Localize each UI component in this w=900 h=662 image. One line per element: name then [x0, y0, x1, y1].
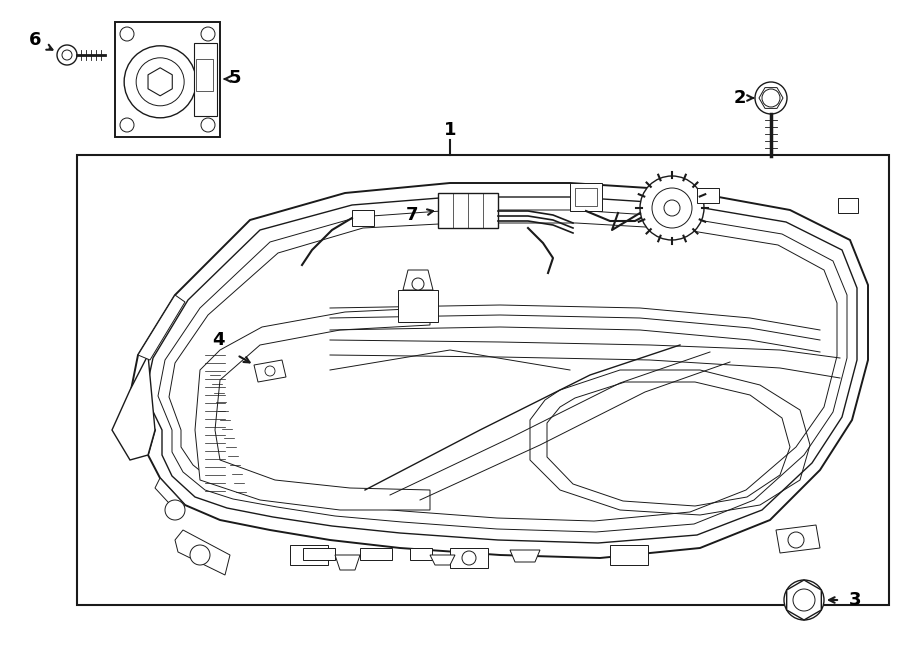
Text: 1: 1	[444, 121, 456, 139]
Circle shape	[462, 551, 476, 565]
Bar	[290, 545, 328, 565]
Polygon shape	[759, 87, 783, 109]
Bar	[303, 548, 335, 560]
Bar	[194, 43, 217, 117]
Text: 2: 2	[734, 89, 746, 107]
Polygon shape	[254, 360, 286, 382]
Circle shape	[762, 89, 780, 107]
Circle shape	[62, 50, 72, 60]
Bar	[398, 290, 438, 322]
Bar	[352, 210, 374, 226]
Circle shape	[165, 500, 185, 520]
Circle shape	[124, 46, 196, 118]
Circle shape	[793, 589, 815, 611]
FancyBboxPatch shape	[115, 22, 220, 137]
Polygon shape	[175, 530, 230, 575]
Polygon shape	[130, 183, 868, 558]
Polygon shape	[138, 295, 185, 360]
Polygon shape	[787, 580, 822, 620]
Bar	[838, 198, 858, 213]
Circle shape	[640, 176, 704, 240]
Circle shape	[201, 27, 215, 41]
Polygon shape	[430, 555, 455, 565]
Bar	[570, 183, 602, 211]
Circle shape	[136, 58, 184, 106]
Polygon shape	[148, 68, 172, 96]
Bar	[410, 548, 432, 560]
Text: 3: 3	[849, 591, 861, 609]
Circle shape	[788, 532, 804, 548]
Circle shape	[201, 118, 215, 132]
Bar	[438, 193, 498, 228]
Circle shape	[57, 45, 77, 65]
Polygon shape	[155, 478, 185, 515]
Bar	[610, 545, 648, 565]
Text: 5: 5	[229, 69, 241, 87]
Circle shape	[120, 27, 134, 41]
Bar	[77, 155, 889, 605]
Circle shape	[664, 200, 680, 216]
Polygon shape	[510, 550, 540, 562]
Polygon shape	[335, 555, 360, 570]
Polygon shape	[776, 525, 820, 553]
Polygon shape	[195, 308, 430, 510]
Bar	[360, 548, 392, 560]
Bar	[196, 59, 212, 91]
Bar	[575, 188, 597, 206]
Circle shape	[120, 118, 134, 132]
Circle shape	[784, 580, 824, 620]
Polygon shape	[403, 270, 433, 290]
Text: 4: 4	[212, 331, 224, 349]
Circle shape	[755, 82, 787, 114]
Circle shape	[190, 545, 210, 565]
Text: 7: 7	[406, 206, 419, 224]
Bar	[450, 548, 488, 568]
Circle shape	[265, 366, 275, 376]
Bar	[697, 188, 719, 203]
Text: 6: 6	[29, 31, 41, 49]
Circle shape	[412, 278, 424, 290]
Polygon shape	[112, 355, 155, 460]
Circle shape	[652, 188, 692, 228]
